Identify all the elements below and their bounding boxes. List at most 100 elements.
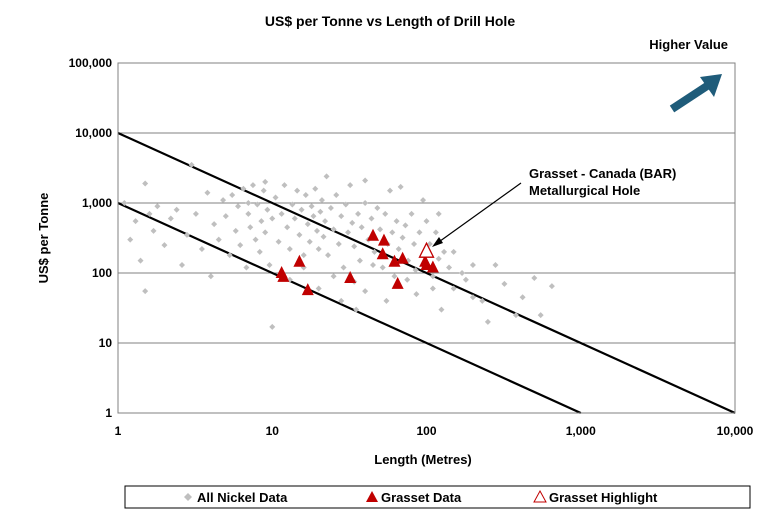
nickel-data-point bbox=[229, 192, 236, 199]
nickel-data-point bbox=[531, 274, 538, 281]
nickel-data-point bbox=[353, 306, 360, 313]
x-tick-label: 10 bbox=[266, 424, 280, 438]
nickel-data-point bbox=[154, 203, 161, 210]
nickel-data-point bbox=[289, 201, 296, 208]
nickel-data-point bbox=[204, 189, 211, 196]
nickel-data-point bbox=[325, 252, 332, 259]
nickel-data-point bbox=[132, 218, 139, 225]
nickel-data-point bbox=[240, 185, 247, 192]
nickel-data-point bbox=[420, 197, 427, 204]
nickel-data-point bbox=[323, 173, 330, 180]
nickel-data-point bbox=[304, 221, 311, 228]
x-tick-labels: 1 10 100 1,000 10,000 bbox=[115, 424, 754, 438]
nickel-data-point bbox=[192, 210, 199, 217]
nickel-data-point bbox=[362, 177, 369, 184]
all-nickel-points bbox=[121, 161, 555, 330]
nickel-data-point bbox=[548, 283, 555, 290]
grasset-points bbox=[275, 228, 439, 296]
nickel-data-point bbox=[330, 273, 337, 280]
nickel-data-point bbox=[286, 246, 293, 253]
nickel-data-point bbox=[446, 264, 453, 271]
nickel-data-point bbox=[484, 318, 491, 325]
nickel-data-point bbox=[198, 246, 205, 253]
nickel-data-point bbox=[358, 224, 365, 231]
nickel-data-point bbox=[232, 227, 239, 234]
nickel-data-point bbox=[291, 215, 298, 222]
nickel-data-point bbox=[459, 270, 466, 276]
nickel-data-point bbox=[254, 201, 261, 208]
nickel-data-point bbox=[281, 182, 288, 189]
x-tick-label: 100 bbox=[416, 424, 436, 438]
nickel-data-point bbox=[146, 210, 153, 217]
nickel-data-point bbox=[313, 227, 320, 234]
nickel-data-point bbox=[245, 200, 252, 206]
nickel-data-point bbox=[150, 227, 157, 234]
nickel-data-point bbox=[211, 221, 218, 228]
nickel-data-point bbox=[404, 276, 411, 283]
x-tick-label: 10,000 bbox=[717, 424, 754, 438]
nickel-data-point bbox=[382, 210, 389, 217]
nickel-data-point bbox=[207, 273, 214, 280]
nickel-data-point bbox=[441, 248, 448, 255]
nickel-data-point bbox=[355, 210, 362, 217]
nickel-data-point bbox=[245, 210, 252, 217]
nickel-data-point bbox=[340, 264, 347, 271]
nickel-data-point bbox=[411, 240, 418, 247]
nickel-data-point bbox=[312, 185, 319, 192]
nickel-data-point bbox=[345, 229, 352, 236]
nickel-data-point bbox=[383, 297, 390, 304]
nickel-data-point bbox=[237, 242, 244, 249]
nickel-data-point bbox=[351, 243, 358, 250]
nickel-data-point bbox=[519, 294, 526, 301]
nickel-data-point bbox=[226, 252, 233, 259]
nickel-data-point bbox=[222, 213, 229, 220]
nickel-data-point bbox=[142, 180, 149, 187]
nickel-data-point bbox=[306, 238, 313, 245]
nickel-data-point bbox=[266, 262, 273, 269]
nickel-data-point bbox=[296, 231, 303, 238]
nickel-data-point bbox=[330, 226, 337, 233]
grasset-highlight-point bbox=[418, 241, 435, 258]
nickel-data-point bbox=[362, 200, 369, 206]
y-tick-label: 10 bbox=[99, 336, 113, 350]
grasset-data-point bbox=[367, 228, 380, 241]
nickel-data-point bbox=[432, 229, 439, 236]
nickel-data-point bbox=[371, 248, 378, 255]
nickel-data-point bbox=[362, 288, 369, 295]
nickel-data-point bbox=[462, 276, 469, 283]
nickel-data-point bbox=[429, 285, 436, 292]
nickel-data-point bbox=[397, 183, 404, 190]
nickel-data-point bbox=[395, 246, 402, 253]
nickel-data-point bbox=[370, 262, 377, 269]
nickel-data-point bbox=[127, 236, 134, 243]
reference-lines bbox=[117, 131, 736, 415]
nickel-data-point bbox=[300, 252, 307, 259]
legend-all-nickel: All Nickel Data bbox=[197, 490, 288, 505]
higher-value-label: Higher Value bbox=[649, 37, 728, 52]
nickel-data-point bbox=[393, 218, 400, 225]
nickel-data-point bbox=[167, 215, 174, 222]
x-tick-label: 1,000 bbox=[566, 424, 596, 438]
nickel-data-point bbox=[284, 224, 291, 231]
x-axis-label: Length (Metres) bbox=[374, 452, 472, 467]
legend-open-triangle-icon bbox=[533, 489, 547, 503]
nickel-data-point bbox=[387, 187, 394, 194]
grasset-data-point bbox=[344, 270, 357, 283]
nickel-data-point bbox=[121, 200, 128, 206]
nickel-data-point bbox=[320, 233, 327, 240]
nickel-data-point bbox=[402, 222, 409, 229]
nickel-data-point bbox=[161, 242, 168, 249]
nickel-data-point bbox=[412, 267, 419, 274]
nickel-data-point bbox=[413, 291, 420, 298]
nickel-data-point bbox=[374, 204, 381, 211]
nickel-data-point bbox=[310, 213, 317, 220]
nickel-data-point bbox=[349, 219, 356, 226]
nickel-data-point bbox=[399, 234, 406, 241]
nickel-data-point bbox=[137, 257, 144, 264]
grasset-data-point bbox=[293, 254, 306, 267]
nickel-data-point bbox=[450, 285, 457, 292]
y-tick-label: 1 bbox=[105, 406, 112, 420]
callout-arrow bbox=[432, 182, 522, 247]
nickel-data-point bbox=[389, 229, 396, 236]
